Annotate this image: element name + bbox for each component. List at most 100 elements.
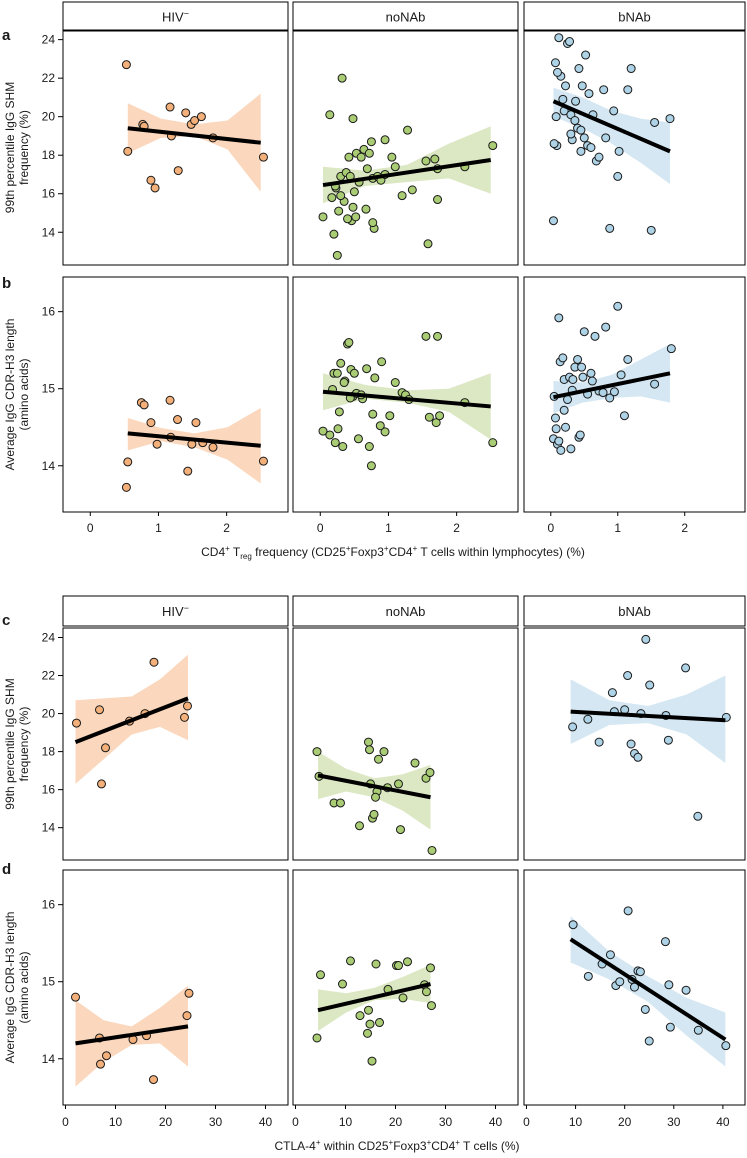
data-point-bnab [605, 223, 615, 233]
facet-label: bNAb [618, 10, 651, 25]
data-point-bnab [579, 133, 589, 143]
y-tick-label: 22 [42, 71, 56, 85]
data-point-bnab [615, 977, 625, 987]
data-point-bnab [550, 413, 560, 423]
data-point-bnab [551, 424, 561, 434]
regression-line-hiv [75, 1024, 189, 1046]
x-title-top-part: frequency (CD25 [252, 545, 346, 559]
data-point-nonab [327, 193, 337, 203]
data-point-bnab [566, 444, 576, 454]
data-point-nonab [368, 409, 378, 419]
data-point-nonab [398, 993, 408, 1003]
y-axis-title-line2: (amino acids) [17, 951, 31, 1023]
x-tick-label: 0 [523, 1115, 530, 1129]
data-point-nonab [364, 148, 374, 158]
data-point-nonab [338, 442, 348, 452]
data-point-nonab [371, 792, 380, 802]
data-point-hiv [149, 1075, 158, 1085]
facet-label: bNAb [618, 604, 651, 619]
data-point-hiv [173, 415, 183, 425]
data-point-nonab [338, 979, 347, 989]
data-point-nonab [363, 1028, 372, 1038]
confidence-band-hiv [127, 93, 261, 192]
data-point-hiv [146, 175, 156, 185]
panel-frame [62, 869, 289, 1106]
data-point-hiv [146, 418, 156, 428]
regression-line-nonab [317, 982, 431, 1013]
regression-line-bnab [570, 709, 726, 723]
data-point-bnab [645, 680, 655, 690]
data-point-bnab [586, 143, 596, 152]
data-point-bnab [665, 1022, 675, 1032]
data-point-nonab [336, 358, 346, 368]
data-point-bnab [609, 106, 619, 116]
fit-lines [74, 99, 727, 1046]
data-point-bnab [626, 64, 636, 74]
x-tick-label: 10 [569, 1115, 583, 1129]
data-point-nonab [329, 229, 339, 239]
confidence-band-nonab [323, 126, 491, 204]
y-axis-title-line2: frequency (%) [17, 110, 31, 185]
data-point-bnab [554, 313, 564, 323]
panel-frame [62, 627, 289, 861]
data-point-bnab [641, 634, 651, 644]
x-title-top-part: Foxp3 [351, 545, 385, 559]
data-point-bnab [561, 81, 571, 91]
data-point-hiv [72, 718, 81, 728]
panel-letter-b: b [2, 275, 11, 292]
data-point-bnab [578, 372, 588, 382]
data-point-bnab [565, 37, 575, 47]
x-title-top-part: T cells within lymphocytes) (%) [417, 545, 585, 559]
data-point-hiv [121, 482, 131, 492]
data-point-nonab [366, 461, 376, 471]
data-point-bnab [549, 139, 559, 149]
data-point-bnab [576, 146, 586, 156]
data-point-bnab [575, 430, 585, 440]
data-point-nonab [396, 825, 405, 835]
data-point-nonab [488, 438, 498, 448]
regression-line-nonab [317, 773, 431, 800]
data-point-nonab [433, 331, 443, 341]
data-point-nonab [394, 779, 403, 789]
panel-frame [523, 276, 746, 513]
data-point-bnab [635, 967, 645, 977]
data-point-bnab [619, 411, 629, 421]
facet-label: noNAb [386, 10, 426, 25]
data-point-hiv [123, 146, 133, 156]
data-point-bnab [594, 737, 604, 747]
data-point-nonab [330, 438, 340, 448]
data-point-nonab [348, 114, 358, 124]
data-point-nonab [325, 110, 335, 120]
x-tick-label: 0 [87, 521, 94, 535]
x-tick-label: 1 [614, 521, 621, 535]
x-tick-label: 0 [62, 1115, 69, 1129]
y-tick-label: 22 [42, 669, 56, 683]
data-point-nonab [423, 239, 433, 249]
data-point-bnab [693, 1025, 703, 1035]
panel-frame [292, 869, 519, 1106]
x-title-top-part: + [384, 544, 389, 553]
data-point-nonab [424, 412, 434, 422]
x-tick-label: 40 [716, 1115, 730, 1129]
data-point-nonab [426, 963, 435, 973]
data-point-bnab [583, 971, 593, 981]
data-point-nonab [488, 141, 498, 151]
data-point-hiv [258, 456, 268, 466]
x-title-bottom-part: within CD25 [321, 1139, 389, 1153]
y-tick-label: 20 [42, 110, 56, 124]
data-point-nonab [407, 185, 417, 195]
data-point-nonab [351, 212, 361, 222]
data-point-nonab [365, 745, 374, 755]
y-axis-title-line2: frequency (%) [17, 707, 31, 782]
x-title-bottom-part: Foxp3 [393, 1139, 427, 1153]
data-point-nonab [318, 212, 328, 222]
facet-strip [523, 1, 746, 32]
x-tick-label: 1 [155, 521, 162, 535]
data-point-hiv [165, 395, 175, 405]
facet-label-main: HIV [162, 604, 184, 619]
data-point-nonab [364, 442, 374, 452]
y-axis-title: Average IgG CDR-H3 length(amino acids) [3, 319, 31, 471]
y-tick-label: 16 [42, 187, 56, 201]
x-axis-title-bottom: CTLA-4+ within CD25+Foxp3+CD4+ T cells (… [274, 1138, 519, 1153]
data-point-bnab [587, 376, 597, 386]
